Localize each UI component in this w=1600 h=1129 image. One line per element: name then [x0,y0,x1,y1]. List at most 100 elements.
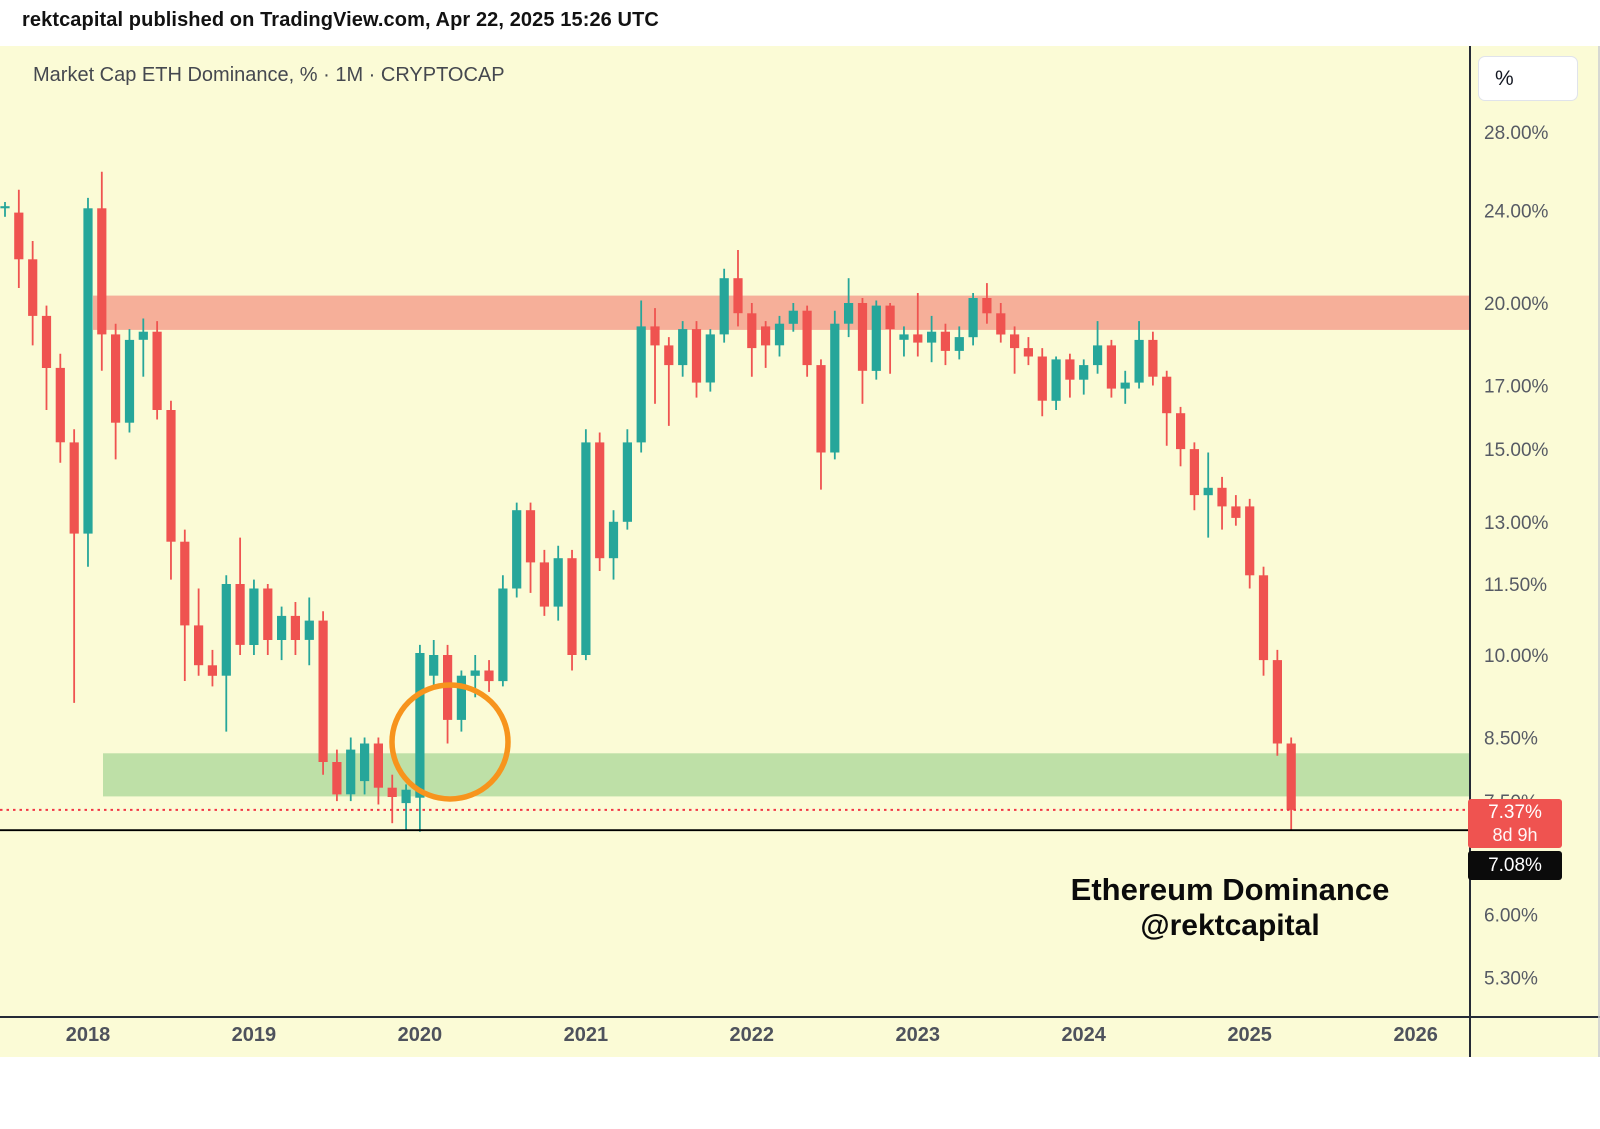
candle [55,353,65,463]
bar-countdown: 8d 9h [1492,825,1538,845]
candle [512,502,522,598]
candle [28,241,38,346]
candle [747,303,757,377]
candle [249,579,259,655]
candle [871,300,881,380]
time-scale[interactable]: 2018 2019 2020 2021 2022 2023 2024 2025 2026 [66,1024,1438,1046]
candle [996,303,1006,343]
year-tick-label: 2020 [398,1024,443,1046]
year-tick-label: 2022 [730,1024,775,1046]
price-tick-label: 20.00% [1484,294,1549,315]
candle [166,400,176,580]
candle [1272,649,1282,756]
year-tick-label: 2025 [1227,1024,1272,1046]
candle [498,575,508,687]
candle [1037,348,1047,417]
candle [1231,495,1241,526]
candle [678,321,688,377]
candle [733,250,743,327]
candle [124,329,135,433]
candle [885,303,895,374]
candle [1286,737,1296,831]
candle [581,429,591,661]
candle [41,305,52,410]
candle [553,545,563,621]
candle [1176,406,1186,467]
candle [69,429,79,703]
circle-annotation[interactable] [389,682,511,802]
candle [277,606,287,661]
candle [1162,370,1172,446]
candle [290,602,300,655]
candle [1051,356,1061,410]
year-tick-label: 2018 [66,1024,111,1046]
candle [1120,370,1130,404]
candle [415,644,425,832]
price-tick-label: 17.00% [1484,377,1549,398]
candle [802,305,812,377]
candle [456,670,466,732]
candle [1106,339,1116,398]
price-scale[interactable]: 28.00% 24.00% 20.00% 17.00% 15.00% 13.00% 11.5… [1484,123,1549,989]
candle [1258,566,1269,676]
candle [1010,326,1020,374]
candle [83,197,93,567]
candle [622,429,632,530]
support-zone[interactable] [103,753,1470,797]
price-tick-label: 8.50% [1484,729,1538,750]
candle [830,310,840,460]
published-attribution: rektcapital published on TradingView.com… [22,9,659,31]
watermark-line2: @rektcapital [1140,909,1320,942]
candle [221,575,231,732]
candle [940,323,950,366]
candle [194,588,204,676]
candle [1245,498,1255,589]
candle [788,303,798,332]
watermark-line1: Ethereum Dominance [1070,872,1390,907]
candle [263,584,273,655]
watermark: Ethereum Dominance @rektcapital [1040,872,1420,943]
chart-background [0,46,1600,1057]
candle [180,529,190,681]
candle [816,359,826,490]
candle [0,202,10,217]
price-tick-label: 11.50% [1484,575,1547,596]
candle [525,502,536,593]
candle [1134,321,1144,389]
candle [954,326,964,360]
candle [1093,321,1103,374]
price-axis-unit-button[interactable]: % [1478,56,1578,101]
chart-title: Market Cap ETH Dominance, % · 1M · CRYPT… [33,64,505,86]
candle [443,644,453,744]
year-tick-label: 2021 [564,1024,609,1046]
candle [401,784,411,831]
candle [719,268,729,343]
price-tick-label: 5.30% [1484,968,1538,989]
candle [235,537,245,655]
candle [691,321,702,398]
candle [1217,476,1227,530]
candle [968,293,978,346]
year-tick-label: 2023 [896,1024,941,1046]
candle [595,432,605,571]
candle [774,315,785,357]
candle [761,321,771,368]
candle [1148,331,1158,386]
candle [1189,442,1199,511]
candle [318,611,328,775]
candle [664,337,674,426]
year-tick-label: 2024 [1061,1024,1106,1046]
candle [567,549,577,671]
candle [608,510,619,580]
candle [1023,337,1033,366]
candle [1079,359,1089,395]
last-price-badge: 7.37% 8d 9h [1468,799,1562,848]
candlestick-series [0,171,1296,832]
candle [1065,353,1075,398]
year-tick-label: 2026 [1393,1024,1438,1046]
zone-drawings [93,295,1470,797]
candle [982,283,992,324]
candle [152,321,162,420]
